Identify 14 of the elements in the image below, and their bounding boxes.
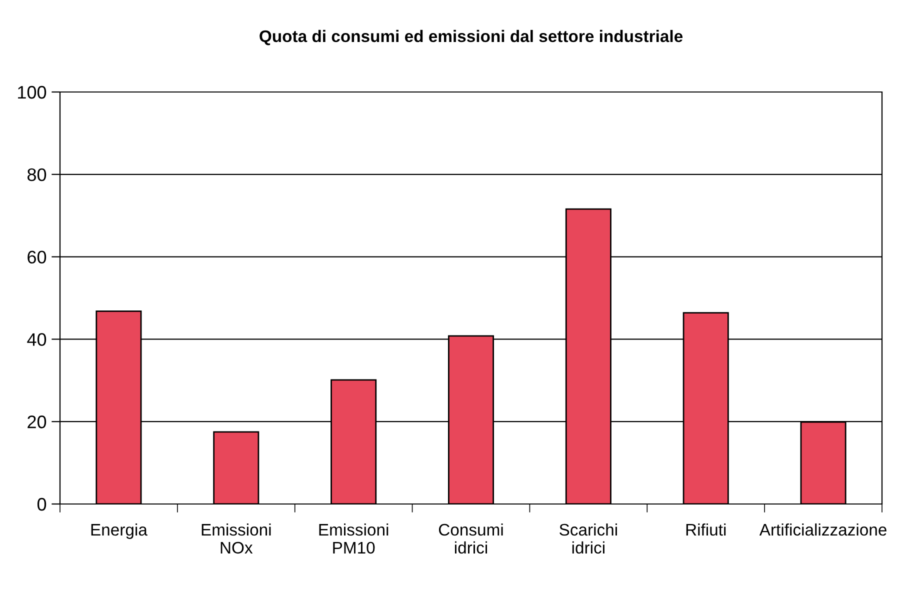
y-tick-label: 40 xyxy=(27,333,46,346)
y-tick-label: 60 xyxy=(28,250,46,264)
y-tick-label: 100 xyxy=(18,86,46,99)
x-tick-label: Energia xyxy=(91,523,148,539)
y-tick-label: 0 xyxy=(37,498,46,511)
x-tick-label: Scarichi idrici xyxy=(560,523,617,554)
x-tick-label: Artificializzazione xyxy=(759,523,886,536)
y-tick-label: 80 xyxy=(28,168,46,182)
chart-title: Quota di consumi ed emissioni dal settore industriale xyxy=(260,30,683,46)
x-tick-label: Emissioni NOx xyxy=(202,523,271,554)
x-tick-label: Rifiuti xyxy=(686,523,726,536)
x-tick-label: Consumi idrici xyxy=(438,523,503,554)
x-tick-label: Emissioni PM10 xyxy=(319,523,388,554)
y-tick-label: 20 xyxy=(28,416,46,428)
